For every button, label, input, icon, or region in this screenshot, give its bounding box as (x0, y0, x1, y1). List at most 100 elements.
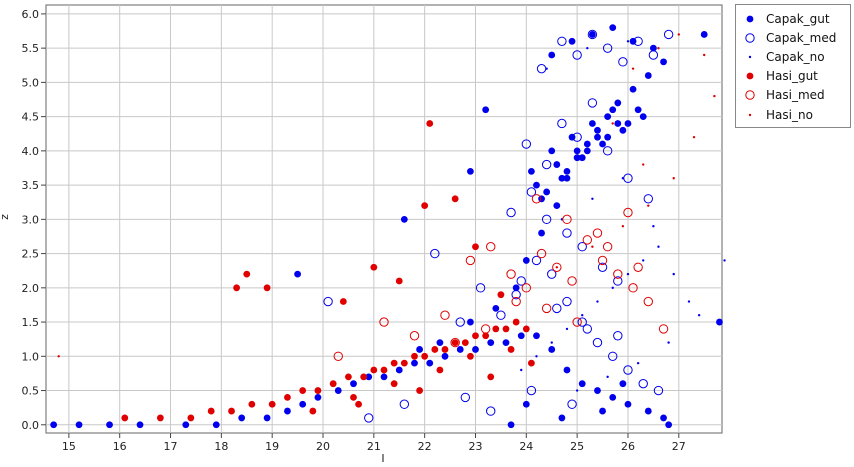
data-point (520, 368, 523, 372)
data-point (460, 392, 471, 403)
data-point (502, 325, 510, 333)
data-point (526, 187, 537, 197)
data-point (395, 366, 403, 374)
data-point (573, 154, 581, 162)
data-point (480, 324, 491, 334)
data-point (553, 161, 561, 168)
data-point (565, 327, 569, 331)
data-point (472, 332, 479, 340)
x-tick-label: 16 (113, 440, 127, 453)
legend-marker-icon (742, 31, 758, 45)
data-point (643, 296, 654, 307)
legend-marker-shape (746, 72, 754, 80)
y-tick-label: 2.0 (22, 282, 40, 295)
data-point (527, 168, 535, 175)
data-point (611, 286, 614, 290)
data-point (467, 352, 474, 360)
data-point (187, 414, 195, 422)
data-point (538, 195, 545, 203)
series-hasi-no (57, 33, 716, 358)
legend-marker-symbol (748, 55, 752, 59)
data-point (723, 259, 726, 262)
data-point (567, 399, 577, 409)
x-tick-label: 27 (672, 440, 686, 453)
data-point (572, 132, 582, 142)
data-point (602, 242, 613, 252)
data-point (497, 291, 505, 299)
data-point (592, 337, 603, 348)
data-point (652, 224, 655, 228)
data-point (614, 120, 622, 127)
x-tick-label: 23 (468, 440, 482, 453)
data-point (568, 37, 576, 45)
data-point (591, 197, 594, 200)
data-point (626, 40, 630, 43)
y-tick-label: 4.0 (22, 145, 40, 158)
data-point (582, 324, 593, 334)
legend-marker-symbol (745, 90, 755, 101)
legend-item-capak-med: Capak_med (742, 28, 850, 47)
data-point (492, 325, 500, 333)
x-tick-label: 22 (418, 440, 432, 453)
data-point (667, 341, 670, 344)
y-tick-label: 3.5 (22, 179, 40, 192)
data-point (299, 400, 307, 408)
data-point (467, 168, 474, 175)
data-point (521, 139, 532, 149)
legend-marker-shape (745, 33, 755, 43)
data-point (379, 317, 389, 327)
data-point (553, 202, 561, 210)
series-capak-no (520, 40, 726, 392)
data-point (713, 94, 716, 98)
data-point (380, 366, 388, 374)
data-point (233, 284, 241, 292)
data-point (502, 339, 510, 347)
legend-item-hasi-med: Hasi_med (742, 86, 850, 105)
data-point (563, 174, 571, 182)
data-point (575, 389, 579, 392)
data-point (516, 276, 526, 286)
data-point (558, 414, 566, 422)
data-point (648, 50, 659, 60)
data-point (613, 331, 623, 341)
data-point (506, 269, 516, 279)
data-point (472, 243, 479, 251)
data-point (533, 332, 540, 340)
data-point (581, 314, 584, 317)
data-point (594, 126, 601, 134)
data-point (541, 159, 552, 170)
x-axis-title: I (381, 452, 384, 465)
data-point (522, 400, 530, 408)
data-point (538, 229, 545, 237)
data-point (609, 24, 617, 31)
data-point (624, 120, 632, 127)
data-point (512, 318, 520, 326)
data-point (440, 310, 450, 320)
data-point (548, 346, 556, 353)
x-tick-label: 21 (367, 440, 381, 453)
legend-label: Hasi_gut (766, 69, 818, 84)
data-point (511, 296, 521, 307)
series-hasi-gut (121, 120, 535, 422)
data-point (623, 365, 633, 375)
data-point (409, 331, 420, 341)
data-point (591, 245, 594, 248)
data-point (350, 393, 357, 401)
data-point (572, 50, 582, 60)
data-point (455, 317, 465, 327)
gridlines (46, 5, 722, 433)
legend-label: Capak_no (766, 49, 825, 64)
data-point (568, 133, 576, 141)
data-point (416, 387, 423, 394)
data-point (436, 366, 444, 374)
data-point (644, 407, 652, 415)
data-point (624, 400, 632, 408)
legend-label: Hasi_med (766, 88, 825, 103)
data-point (309, 407, 317, 415)
data-point (238, 414, 246, 422)
data-point (364, 413, 374, 423)
legend-marker-shape (748, 113, 752, 116)
data-point (263, 414, 271, 422)
data-point (573, 147, 581, 155)
legend-marker-icon (742, 69, 758, 83)
